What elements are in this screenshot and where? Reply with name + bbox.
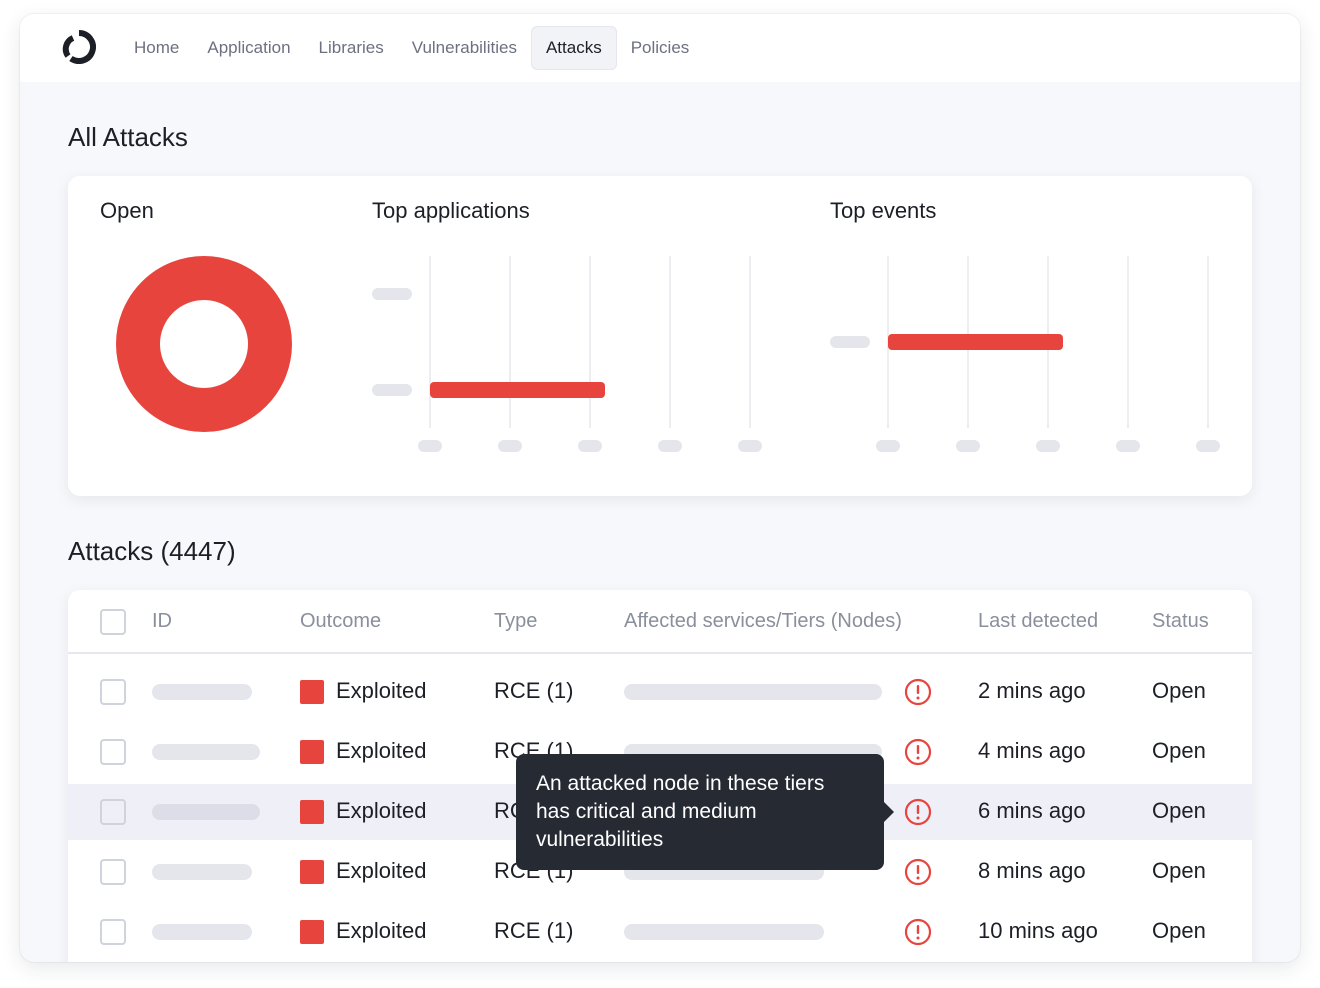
category-placeholder xyxy=(372,288,412,300)
status-text: Open xyxy=(1152,678,1206,703)
summary-charts xyxy=(116,256,1220,452)
nav-attacks[interactable]: Attacks xyxy=(530,26,617,70)
last-detected-text: 10 mins ago xyxy=(978,918,1098,943)
nav-application[interactable]: Application xyxy=(207,38,291,57)
id-placeholder xyxy=(152,684,252,700)
category-placeholder xyxy=(372,384,412,396)
status-text: Open xyxy=(1152,858,1206,883)
outcome-text: Exploited xyxy=(336,918,427,943)
table-row[interactable]: Exploited RCE (1) 4 mins ago Open xyxy=(68,724,1252,780)
outcome-indicator xyxy=(300,920,324,944)
table-row[interactable]: Exploited RCE (1) 10 mins ago Open xyxy=(68,904,1252,960)
nav-home[interactable]: Home xyxy=(134,38,180,57)
outcome-indicator xyxy=(300,860,324,884)
tick-placeholder xyxy=(956,440,980,452)
top-events-label: Top events xyxy=(830,198,937,223)
type-text: RCE (1) xyxy=(494,918,574,943)
column-type[interactable]: Type xyxy=(494,610,538,632)
status-text: Open xyxy=(1152,918,1206,943)
affected-placeholder xyxy=(624,684,882,700)
alert-icon[interactable] xyxy=(904,678,932,706)
top-applications-chart xyxy=(372,256,762,452)
last-detected-text: 8 mins ago xyxy=(978,858,1086,883)
top-navigation: Home Application Libraries Vulnerabiliti… xyxy=(20,14,1300,82)
affected-placeholder xyxy=(624,924,824,940)
column-id[interactable]: ID xyxy=(152,610,172,632)
top-applications-label: Top applications xyxy=(372,198,530,223)
tick-placeholder xyxy=(658,440,682,452)
attacks-title: Attacks (4447) xyxy=(68,536,236,566)
page-title: All Attacks xyxy=(68,122,188,152)
status-text: Open xyxy=(1152,738,1206,763)
outcome-text: Exploited xyxy=(336,798,427,823)
tick-placeholder xyxy=(418,440,442,452)
last-detected-text: 6 mins ago xyxy=(978,798,1086,823)
row-checkbox[interactable] xyxy=(100,739,126,765)
row-checkbox[interactable] xyxy=(100,679,126,705)
tick-placeholder xyxy=(1036,440,1060,452)
tooltip-line-1: An attacked node in these tiers xyxy=(536,772,825,795)
tick-placeholder xyxy=(578,440,602,452)
app-window: Home Application Libraries Vulnerabiliti… xyxy=(20,14,1300,962)
app-bar xyxy=(430,382,605,398)
alert-icon[interactable] xyxy=(904,738,932,766)
id-placeholder xyxy=(152,744,260,760)
summary-card: Open Top applications Top events xyxy=(68,176,1252,496)
row-checkbox[interactable] xyxy=(100,919,126,945)
table-row[interactable]: Exploited RCE (1) 8 mins ago Open xyxy=(68,844,1252,900)
nav-vulnerabilities[interactable]: Vulnerabilities xyxy=(411,38,517,57)
outcome-indicator xyxy=(300,800,324,824)
alert-icon[interactable] xyxy=(904,858,932,886)
outcome-text: Exploited xyxy=(336,678,427,703)
column-status[interactable]: Status xyxy=(1152,610,1209,632)
tick-placeholder xyxy=(1116,440,1140,452)
outcome-text: Exploited xyxy=(336,738,427,763)
alert-icon[interactable] xyxy=(904,798,932,826)
vulnerability-tooltip: An attacked node in these tiers has crit… xyxy=(516,754,894,870)
outcome-indicator xyxy=(300,680,324,704)
id-placeholder xyxy=(152,924,252,940)
column-last-detected[interactable]: Last detected xyxy=(978,610,1099,632)
alert-icon[interactable] xyxy=(904,918,932,946)
tooltip-arrow xyxy=(884,802,894,822)
open-donut-ring xyxy=(116,256,292,432)
last-detected-text: 4 mins ago xyxy=(978,738,1086,763)
open-chart-label: Open xyxy=(100,198,154,223)
outcome-text: Exploited xyxy=(336,858,427,883)
last-detected-text: 2 mins ago xyxy=(978,678,1086,703)
id-placeholder xyxy=(152,864,252,880)
type-text: RCE (1) xyxy=(494,678,574,703)
tick-placeholder xyxy=(876,440,900,452)
event-bar xyxy=(888,334,1063,350)
column-outcome[interactable]: Outcome xyxy=(300,610,382,632)
select-all-checkbox[interactable] xyxy=(100,609,126,635)
column-affected[interactable]: Affected services/Tiers (Nodes) xyxy=(624,610,902,632)
outcome-indicator xyxy=(300,740,324,764)
id-placeholder xyxy=(152,804,260,820)
nav-policies[interactable]: Policies xyxy=(630,38,690,57)
nav-tabs: Home Application Libraries Vulnerabiliti… xyxy=(120,26,703,70)
status-text: Open xyxy=(1152,798,1206,823)
row-checkbox[interactable] xyxy=(100,859,126,885)
tick-placeholder xyxy=(1196,440,1220,452)
tick-placeholder xyxy=(738,440,762,452)
category-placeholder xyxy=(830,336,870,348)
logo-icon[interactable] xyxy=(62,30,96,64)
tick-placeholder xyxy=(498,440,522,452)
table-row[interactable]: Exploited RCE (1) 2 mins ago Open xyxy=(68,664,1252,720)
row-checkbox[interactable] xyxy=(100,799,126,825)
table-header: ID Outcome Type Affected services/Tiers … xyxy=(68,590,1252,654)
nav-libraries[interactable]: Libraries xyxy=(318,38,384,57)
top-events-chart xyxy=(830,256,1220,452)
tooltip-line-2: has critical and medium xyxy=(536,800,757,823)
tooltip-line-3: vulnerabilities xyxy=(536,828,664,851)
